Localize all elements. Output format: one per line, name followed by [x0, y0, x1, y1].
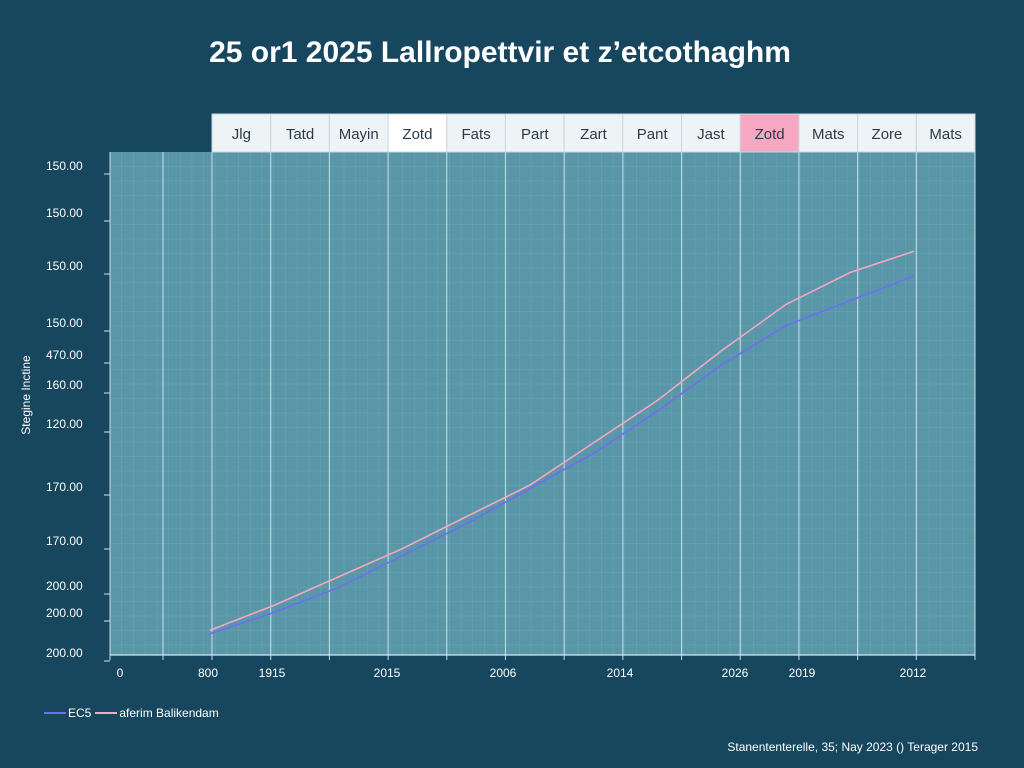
column-header-label: Jlg [232, 126, 251, 143]
x-tick-label: 2006 [490, 666, 517, 680]
column-header-cell [798, 113, 859, 153]
column-header-cell [328, 113, 389, 153]
x-tick-label: 2019 [789, 666, 816, 680]
legend: EC5 aferim Balikendam [44, 705, 223, 721]
y-axis-label: Stegine Inctine [19, 355, 33, 435]
column-header-label: Tatd [286, 126, 314, 143]
y-tick-label: 150.00 [46, 259, 83, 273]
y-axis-ticks: 150.00 150.00 150.00 150.00 470.00 160.00 120.… [46, 159, 110, 662]
y-tick-label: 200.00 [46, 579, 83, 593]
grid-major [109, 152, 976, 660]
legend-swatch-ec5 [44, 712, 66, 714]
column-header-label: Jast [697, 126, 725, 143]
chart-title: 25 or1 2025 Lallropettvir et z’etcothagh… [209, 36, 791, 69]
column-header-cell [915, 113, 976, 153]
column-header-cell [622, 113, 683, 153]
column-header-label: Zotd [402, 126, 432, 143]
legend-item-balikendam: aferim Balikendam [95, 706, 219, 720]
column-header-label: Mayin [339, 126, 379, 143]
y-tick-label: 170.00 [46, 480, 83, 494]
grid-minor [110, 152, 975, 655]
x-axis-ticks: 0 800 1915 2015 2006 2014 2026 2019 2012 [117, 666, 927, 680]
legend-swatch-balikendam [95, 712, 118, 714]
x-tick-label: 2015 [374, 666, 401, 680]
column-header-cell [504, 113, 565, 153]
column-header-label: Part [521, 126, 549, 143]
x-tick-label: 2014 [607, 666, 634, 680]
column-header-label: Mats [812, 126, 845, 143]
column-header-cell [857, 113, 917, 153]
column-header-cell [270, 113, 330, 153]
column-header-row: Jlg Tatd Mayin Zotd Fats Part Zart Pant Jast Zotd… [211, 113, 976, 153]
x-tick-label: 0 [117, 666, 124, 680]
series-line-ec5 [209, 275, 915, 635]
series-lines [209, 250, 915, 635]
y-tick-label: 200.00 [46, 646, 83, 660]
column-header-label: Zart [580, 126, 608, 143]
x-tick-label: 800 [198, 666, 218, 680]
x-tick-label: 2026 [722, 666, 749, 680]
x-tick-label: 2012 [900, 666, 927, 680]
y-tick-label: 170.00 [46, 534, 83, 548]
y-tick-label: 150.00 [46, 206, 83, 220]
column-header-label: Zotd [755, 126, 785, 143]
legend-label-ec5: EC5 [68, 706, 92, 720]
series-line-balikendam [209, 250, 915, 631]
legend-label-balikendam: aferim Balikendam [119, 706, 219, 720]
legend-item-ec5: EC5 [44, 706, 91, 720]
y-tick-label: 200.00 [46, 606, 83, 620]
y-tick-label: 470.00 [46, 348, 83, 362]
plot-area [110, 152, 975, 655]
x-tick-label: 1915 [259, 666, 286, 680]
column-header-cell [211, 113, 272, 153]
column-header-label: Pant [637, 126, 669, 143]
column-header-label: Zore [872, 126, 903, 143]
y-tick-label: 120.00 [46, 417, 83, 431]
column-header-label: Mats [929, 126, 962, 143]
column-header-cell [739, 113, 800, 153]
y-tick-label: 150.00 [46, 159, 83, 173]
y-tick-label: 150.00 [46, 316, 83, 330]
column-header-label: Fats [462, 126, 491, 143]
footer-note: Stanententerelle, 35; Nay 2023 () Terage… [727, 740, 978, 754]
y-tick-label: 160.00 [46, 378, 83, 392]
